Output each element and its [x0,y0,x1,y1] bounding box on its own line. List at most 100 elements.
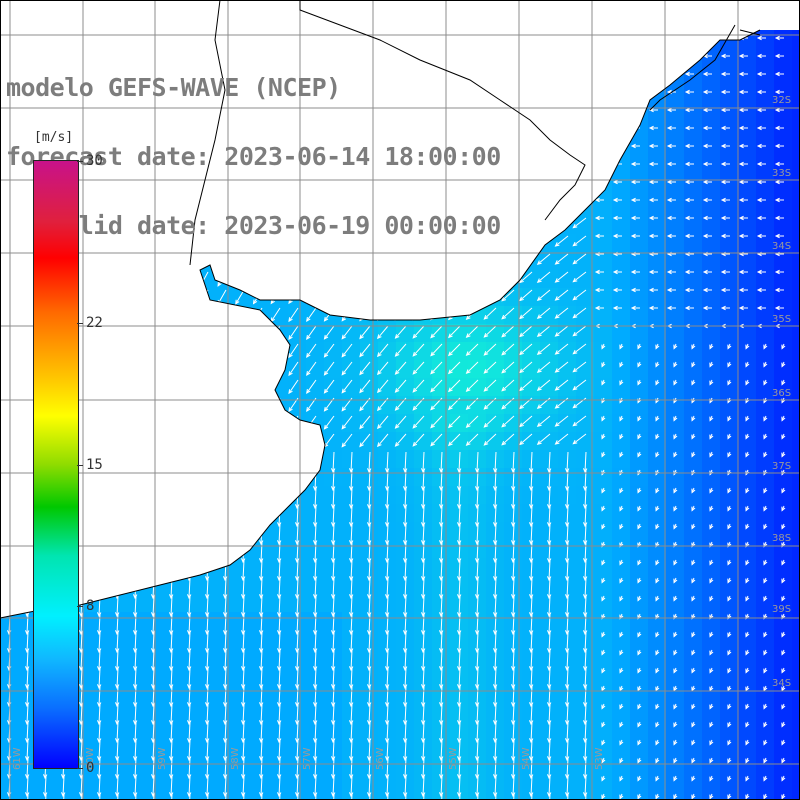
wind-arrow [756,179,766,185]
sea-cell [630,144,648,162]
sea-cell [648,774,666,792]
sea-cell [396,378,414,396]
sea-cell [378,738,396,756]
sea-cell [522,684,540,702]
sea-cell [324,414,342,432]
sea-cell [378,666,396,684]
sea-cell [378,432,396,450]
sea-cell [324,504,342,522]
sea-cell [324,738,342,756]
sea-cell [720,630,738,648]
sea-cell [666,180,684,198]
sea-cell [378,774,396,792]
sea-cell [702,378,720,396]
sea-cell [684,612,702,630]
wind-arrow [774,143,784,149]
sea-cell [234,774,252,792]
sea-cell [504,540,522,558]
sea-cell [774,720,792,738]
sea-cell [468,486,486,504]
sea-cell [216,738,234,756]
sea-cell [540,486,558,504]
longitude-label: 58W [230,747,241,770]
sea-cell [612,360,630,378]
sea-cell [666,720,684,738]
sea-cell [396,486,414,504]
sea-cell [468,342,486,360]
sea-cell [702,684,720,702]
sea-cell [450,774,468,792]
wind-arrow [702,125,712,131]
sea-cell [180,630,198,648]
sea-cell [720,702,738,720]
sea-cell [684,756,702,774]
sea-cell [558,594,576,612]
sea-cell [702,666,720,684]
sea-cell [378,378,396,396]
sea-cell [684,198,702,216]
sea-cell [648,360,666,378]
sea-cell [252,558,270,576]
sea-cell [198,612,216,630]
sea-cell [270,630,288,648]
sea-cell [792,342,800,360]
sea-cell [126,756,144,774]
sea-cell [648,108,666,126]
sea-cell [288,540,306,558]
sea-cell [558,630,576,648]
sea-cell [702,486,720,504]
sea-cell [252,702,270,720]
sea-cell [702,468,720,486]
sea-cell [522,648,540,666]
sea-cell [108,720,126,738]
sea-cell [468,378,486,396]
sea-cell [198,594,216,612]
sea-cell [468,414,486,432]
sea-cell [666,486,684,504]
wind-arrow [756,161,766,167]
sea-cell [324,486,342,504]
sea-cell [612,288,630,306]
sea-cell [666,666,684,684]
sea-cell [792,108,800,126]
wind-arrow [738,71,748,77]
sea-cell [486,378,504,396]
sea-cell [774,270,792,288]
sea-cell [738,342,756,360]
sea-cell [414,432,432,450]
sea-cell [756,594,774,612]
sea-cell [324,342,342,360]
sea-cell [648,540,666,558]
sea-cell [648,684,666,702]
sea-cell [468,576,486,594]
sea-cell [756,378,774,396]
sea-cell [756,324,774,342]
sea-cell [594,756,612,774]
sea-cell [108,774,126,792]
sea-cell [522,702,540,720]
sea-cell [558,432,576,450]
colorbar: [m/s] 30 22 15 8 0 [28,130,108,780]
sea-cell [792,594,800,612]
sea-cell [486,324,504,342]
sea-cell [540,360,558,378]
sea-cell [720,180,738,198]
sea-cell [576,756,594,774]
sea-cell [702,288,720,306]
sea-cell [486,414,504,432]
sea-cell [18,702,36,720]
sea-cell [612,558,630,576]
wind-arrow [666,161,676,167]
wind-arrow [630,179,640,185]
sea-cell [378,486,396,504]
sea-cell [792,486,800,504]
sea-cell [198,666,216,684]
sea-cell [648,630,666,648]
sea-cell [558,414,576,432]
sea-cell [720,270,738,288]
sea-cell [684,648,702,666]
sea-cell [270,774,288,792]
sea-cell [630,486,648,504]
sea-cell [162,738,180,756]
sea-cell [738,270,756,288]
